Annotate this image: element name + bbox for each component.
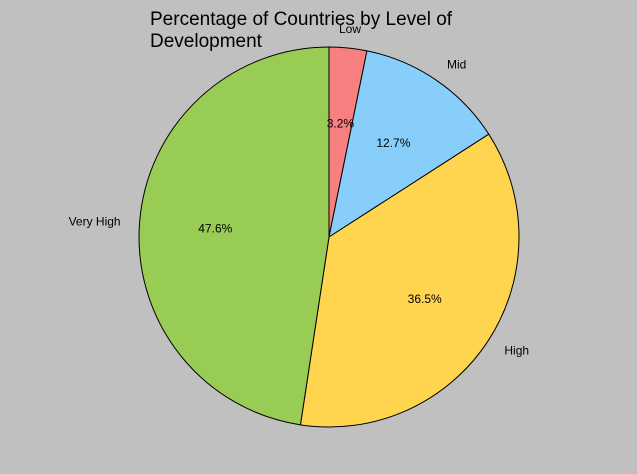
category-label-mid: Mid — [447, 58, 466, 72]
pct-label-low: 3.2% — [327, 117, 355, 131]
labels-layer: 3.2% Low 12.7% Mid 36.5% High 47.6% Very High — [69, 22, 530, 358]
pct-label-very-high: 47.6% — [198, 221, 232, 235]
chart-title: Percentage of Countries by Level of Deve… — [150, 9, 453, 52]
pie-slice-mid — [328, 50, 490, 238]
category-label-very-high: Very High — [69, 214, 121, 228]
category-label-low: Low — [339, 22, 361, 36]
pie-slice-very-high — [138, 46, 330, 426]
pct-label-high: 36.5% — [408, 292, 442, 306]
slices-layer — [138, 46, 520, 428]
category-label-high: High — [504, 344, 529, 358]
pct-label-mid: 12.7% — [376, 136, 410, 150]
pie-slice-high — [299, 133, 520, 428]
